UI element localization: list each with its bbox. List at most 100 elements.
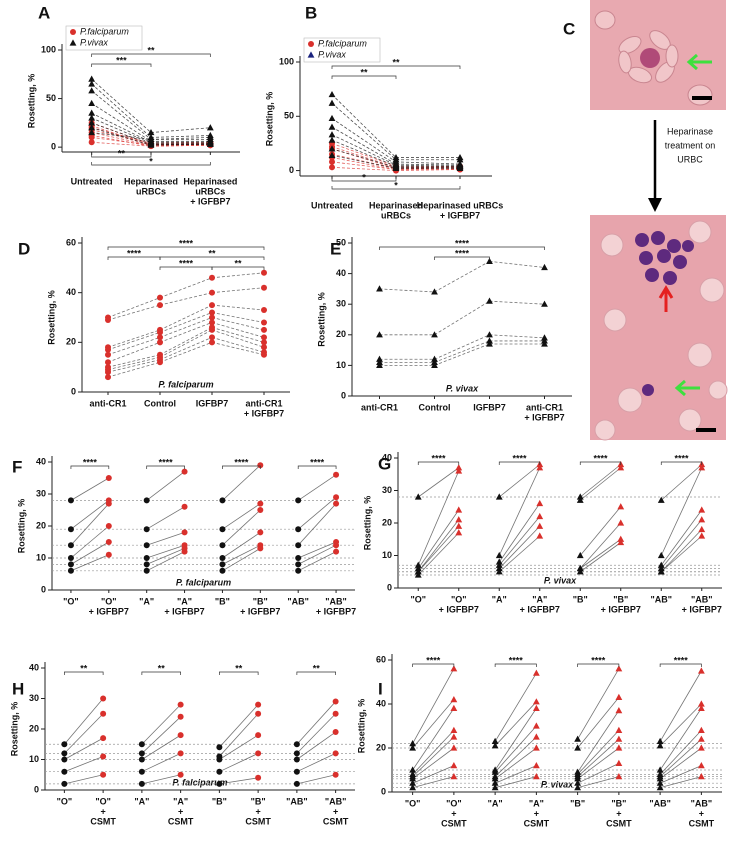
y-tick-label: 20 — [66, 337, 76, 347]
y-tick-label: 0 — [34, 784, 39, 794]
point — [105, 359, 111, 366]
point — [697, 704, 705, 711]
point — [698, 464, 706, 471]
point — [576, 551, 584, 559]
y-axis-label: Rosetting, % — [46, 290, 56, 345]
x-tick-label: + IGFBP7 — [601, 604, 641, 614]
connector-line — [211, 341, 265, 356]
y-tick-label: 0 — [381, 786, 386, 796]
point — [88, 75, 96, 82]
x-tick-label: "AB" — [691, 594, 713, 604]
connector-line — [91, 117, 152, 144]
point — [409, 744, 417, 751]
x-tick-label: "B" — [611, 798, 626, 808]
connector-line — [146, 532, 185, 546]
point — [209, 319, 215, 326]
point — [455, 529, 463, 536]
connector-line — [296, 774, 336, 785]
point — [574, 775, 582, 782]
connector-line — [107, 336, 161, 356]
x-tick-label: "AB" — [691, 798, 713, 808]
point — [61, 756, 68, 763]
point — [455, 464, 463, 471]
point — [105, 475, 112, 481]
x-tick-label: "O" — [410, 594, 426, 604]
connector-line — [412, 776, 454, 788]
y-tick-label: 10 — [382, 550, 392, 560]
point — [486, 297, 493, 304]
connector-line — [107, 332, 161, 351]
x-tick-label: Untreated — [311, 200, 353, 210]
panel-label: F — [12, 457, 22, 476]
point — [328, 145, 336, 152]
panel: F 0 10 20 30 40 Rosetting, % P. falciparum "O" "O… — [12, 456, 356, 616]
legend-box — [65, 25, 143, 51]
x-tick-label: "A" — [134, 796, 149, 806]
caption-line: URBC — [677, 154, 703, 164]
point — [157, 339, 163, 346]
connector-line — [64, 713, 104, 754]
connector-line — [211, 327, 265, 343]
y-axis-label: Rosetting, % — [9, 702, 19, 757]
point — [328, 123, 336, 130]
connector-line — [331, 102, 397, 161]
connector-line — [498, 516, 541, 566]
x-tick-label: uRBCs — [136, 186, 166, 196]
y-tick-label: 60 — [66, 237, 76, 247]
point — [615, 665, 623, 672]
x-tick-label: + IGFBP7 — [316, 606, 356, 616]
point — [219, 567, 226, 574]
point — [698, 506, 706, 513]
connector-line — [222, 548, 261, 572]
point — [295, 561, 302, 568]
point — [257, 500, 264, 507]
point — [329, 158, 335, 165]
x-tick-label: Control — [419, 402, 451, 412]
arrow-head — [648, 198, 662, 212]
connector-line — [660, 509, 703, 566]
significance-bracket — [494, 663, 537, 667]
point — [333, 471, 340, 478]
x-tick-label: + — [100, 806, 105, 816]
point — [105, 523, 112, 529]
significance-bracket — [659, 663, 702, 667]
point — [450, 773, 458, 780]
point — [450, 733, 458, 740]
connector-line — [70, 500, 110, 530]
rosette-cells — [594, 10, 713, 106]
connector-line — [660, 776, 702, 788]
connector-line — [331, 94, 397, 158]
connector-line — [219, 734, 259, 760]
x-tick-label: "B" — [215, 596, 230, 606]
significance-label: ** — [313, 663, 321, 673]
significance-label: ** — [208, 248, 216, 258]
point — [307, 51, 315, 58]
y-tick-label: 0 — [387, 582, 392, 592]
connector-line — [494, 701, 537, 747]
point — [157, 294, 163, 301]
connector-line — [159, 329, 213, 358]
point — [409, 740, 417, 747]
connector-line — [498, 464, 541, 498]
connector-line — [107, 356, 161, 371]
connector-line — [222, 464, 261, 501]
point — [656, 766, 664, 773]
connector-line — [659, 730, 702, 775]
point — [105, 539, 112, 545]
point — [100, 695, 107, 702]
x-tick-label: + IGFBP7 — [524, 412, 564, 422]
connector-line — [91, 132, 152, 146]
point — [147, 135, 155, 142]
connector-line — [395, 163, 461, 166]
point — [414, 568, 422, 575]
significance-label: **** — [509, 655, 524, 665]
point — [157, 302, 163, 309]
panel-label: H — [12, 679, 24, 698]
point — [100, 771, 107, 778]
point — [209, 339, 215, 346]
significance-label: ** — [158, 663, 166, 673]
connector-line — [412, 668, 455, 744]
significance-label: **** — [512, 453, 527, 463]
y-tick-label: 20 — [376, 742, 386, 752]
point — [177, 701, 184, 708]
